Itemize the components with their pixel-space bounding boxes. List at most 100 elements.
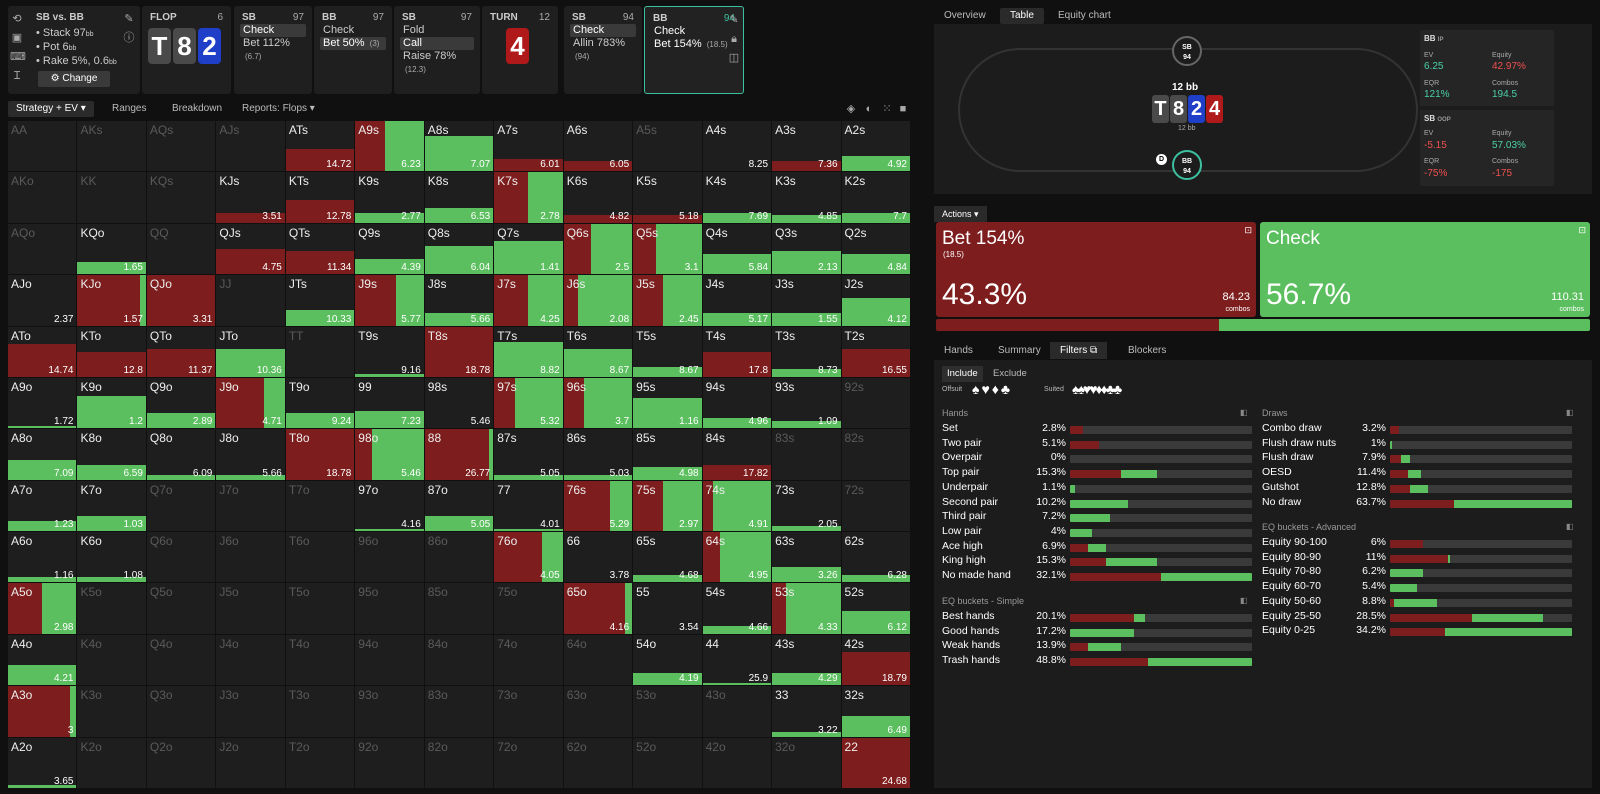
hand-cell[interactable]: Q5s 3.1 xyxy=(633,223,702,275)
hand-cell[interactable]: T8o 18.78 xyxy=(285,429,355,480)
tab-summary[interactable]: Summary xyxy=(998,345,1041,356)
hand-cell[interactable]: J6o xyxy=(216,532,285,583)
node-action-option[interactable]: Fold xyxy=(403,24,425,36)
hand-cell[interactable]: A2s 4.92 xyxy=(841,121,910,172)
change-button[interactable]: ⚙ Change xyxy=(38,71,110,87)
offsuit-suit-icons[interactable]: ♠♥♦♣ xyxy=(972,381,1013,397)
hand-cell[interactable]: KTs 12.78 xyxy=(285,172,355,223)
hand-cell[interactable]: 73s 2.05 xyxy=(772,480,841,532)
hand-cell[interactable]: QQ xyxy=(146,223,216,275)
hand-cell[interactable]: QTs 11.34 xyxy=(285,223,355,275)
hand-cell[interactable]: T4s 17.8 xyxy=(702,326,772,377)
hand-cell[interactable]: AJo 2.37 xyxy=(8,275,77,326)
action-node-card[interactable]: SB 94 Check Allin 783% (94) xyxy=(564,6,642,94)
hand-cell[interactable]: A4o 4.21 xyxy=(8,634,77,686)
hand-cell[interactable]: A8s 7.07 xyxy=(424,121,494,172)
actions-dropdown[interactable]: Actions ▾ xyxy=(934,206,987,222)
hand-cell[interactable]: KQo 1.65 xyxy=(77,223,146,275)
hand-cell[interactable]: K3s 4.85 xyxy=(772,172,841,223)
hand-cell[interactable]: A5s xyxy=(633,121,702,172)
hand-cell[interactable]: Q9o 2.89 xyxy=(146,377,216,429)
hand-cell[interactable]: 75s 2.97 xyxy=(633,480,702,532)
hand-cell[interactable]: T8s 18.78 xyxy=(424,326,494,377)
save-icon[interactable]: ▣ xyxy=(11,32,23,44)
filter-row[interactable]: Combo draw 3.2% xyxy=(1262,422,1572,437)
check-action-box[interactable]: Check 56.7% 110.31 combos ⊡ xyxy=(1260,222,1590,317)
hand-cell[interactable]: 52o xyxy=(633,737,702,788)
node-action-option[interactable]: Check xyxy=(323,24,355,36)
split-view-icon[interactable]: ◫ xyxy=(728,52,740,64)
hand-cell[interactable]: TT xyxy=(285,326,355,377)
hand-cell[interactable]: K7o 1.03 xyxy=(77,480,146,532)
tab-breakdown[interactable]: Breakdown xyxy=(172,103,223,114)
hand-cell[interactable]: T2s 16.55 xyxy=(841,326,910,377)
filter-row[interactable]: Underpair 1.1% xyxy=(942,481,1252,496)
action-node-card[interactable]: SB 97 Check Bet 112% (6.7) xyxy=(234,6,312,94)
hand-cell[interactable]: KK xyxy=(77,172,146,223)
filter-row[interactable]: Equity 0-25 34.2% xyxy=(1262,624,1572,639)
hand-cell[interactable]: 43s 4.29 xyxy=(772,634,841,686)
action-node-card[interactable]: SB 97 Fold Call Raise 78% (12.3) xyxy=(394,6,480,94)
tab-blockers[interactable]: Blockers xyxy=(1128,345,1167,356)
hand-cell[interactable]: K6o 1.08 xyxy=(77,532,146,583)
hand-cell[interactable]: 72s xyxy=(841,480,910,532)
hand-cell[interactable]: KTo 12.8 xyxy=(77,326,146,377)
collapse-icon[interactable]: ◧ xyxy=(1566,522,1574,531)
hand-cell[interactable]: J2o xyxy=(216,737,285,788)
tab-reports[interactable]: Reports: Flops ▾ xyxy=(242,103,315,114)
hand-cell[interactable]: K5s 5.18 xyxy=(633,172,702,223)
node-action-option[interactable]: Allin 783% (94) xyxy=(573,37,625,61)
hand-cell[interactable]: Q8s 6.04 xyxy=(424,223,494,275)
node-action-option[interactable]: Raise 78% (12.3) xyxy=(403,50,457,74)
edit-icon[interactable]: ✎ xyxy=(729,14,739,26)
hand-cell[interactable]: 42o xyxy=(702,737,772,788)
hand-cell[interactable]: ATo 14.74 xyxy=(8,326,77,377)
hand-cell[interactable]: A3o 3 xyxy=(8,686,77,737)
hand-cell[interactable]: 86s 5.03 xyxy=(563,429,633,480)
tab-strategy-ev[interactable]: Strategy + EV ▾ xyxy=(8,101,94,117)
hand-cell[interactable]: T6s 8.67 xyxy=(563,326,633,377)
filter-row[interactable]: Equity 80-90 11% xyxy=(1262,551,1572,566)
filter-row[interactable]: Gutshot 12.8% xyxy=(1262,481,1572,496)
hand-cell[interactable]: T6o xyxy=(285,532,355,583)
hand-cell[interactable]: 86o xyxy=(424,532,494,583)
hand-cell[interactable]: K9s 2.77 xyxy=(355,172,424,223)
hand-cell[interactable]: 52s 6.12 xyxy=(841,583,910,634)
hand-cell[interactable]: 84o xyxy=(424,634,494,686)
hand-cell[interactable]: A9o 1.72 xyxy=(8,377,77,429)
hand-cell[interactable]: K8s 6.53 xyxy=(424,172,494,223)
hand-cell[interactable]: 97s 5.32 xyxy=(494,377,563,429)
action-node-card[interactable]: BB 97 Check Bet 50% (3) xyxy=(314,6,392,94)
filter-row[interactable]: Equity 25-50 28.5% xyxy=(1262,610,1572,625)
hand-cell[interactable]: AQs xyxy=(146,121,216,172)
hand-cell[interactable]: Q8o 6.09 xyxy=(146,429,216,480)
hand-cell[interactable]: 32o xyxy=(772,737,841,788)
filter-row[interactable]: Flush draw 7.9% xyxy=(1262,451,1572,466)
hand-cell[interactable]: KJo 1.57 xyxy=(77,275,146,326)
hand-cell[interactable]: 85o xyxy=(424,583,494,634)
hand-cell[interactable]: ATs 14.72 xyxy=(285,121,355,172)
collapse-icon[interactable]: ◧ xyxy=(1240,408,1248,417)
hand-cell[interactable]: K2s 7.7 xyxy=(841,172,910,223)
hand-cell[interactable]: 53o xyxy=(633,686,702,737)
collapse-icon[interactable]: ◧ xyxy=(1566,408,1574,417)
node-action-option[interactable]: Check xyxy=(570,24,636,37)
hand-cell[interactable]: J4s 5.17 xyxy=(702,275,772,326)
hand-cell[interactable]: 82o xyxy=(424,737,494,788)
exclude-toggle[interactable]: Exclude xyxy=(993,368,1027,379)
filter-row[interactable]: Good hands 17.2% xyxy=(942,625,1252,640)
filter-row[interactable]: OESD 11.4% xyxy=(1262,466,1572,481)
hand-cell[interactable]: K3o xyxy=(77,686,146,737)
hand-cell[interactable]: K2o xyxy=(77,737,146,788)
hand-cell[interactable]: 65s 4.68 xyxy=(633,532,702,583)
tab-hands[interactable]: Hands xyxy=(944,345,973,356)
hand-cell[interactable]: Q6s 2.5 xyxy=(563,223,633,275)
hand-cell[interactable]: 54o 4.19 xyxy=(633,634,702,686)
bet-action-box[interactable]: Bet 154% (18.5) 43.3% 84.23 combos ⊡ xyxy=(936,222,1256,317)
hand-cell[interactable]: J2s 4.12 xyxy=(841,275,910,326)
grid-small-icon[interactable]: ⁙ xyxy=(882,103,892,115)
hand-cell[interactable]: J4o xyxy=(216,634,285,686)
hand-cell[interactable]: 62s 6.28 xyxy=(841,532,910,583)
hand-cell[interactable]: 73o xyxy=(494,686,563,737)
include-toggle[interactable]: Include xyxy=(942,366,983,382)
